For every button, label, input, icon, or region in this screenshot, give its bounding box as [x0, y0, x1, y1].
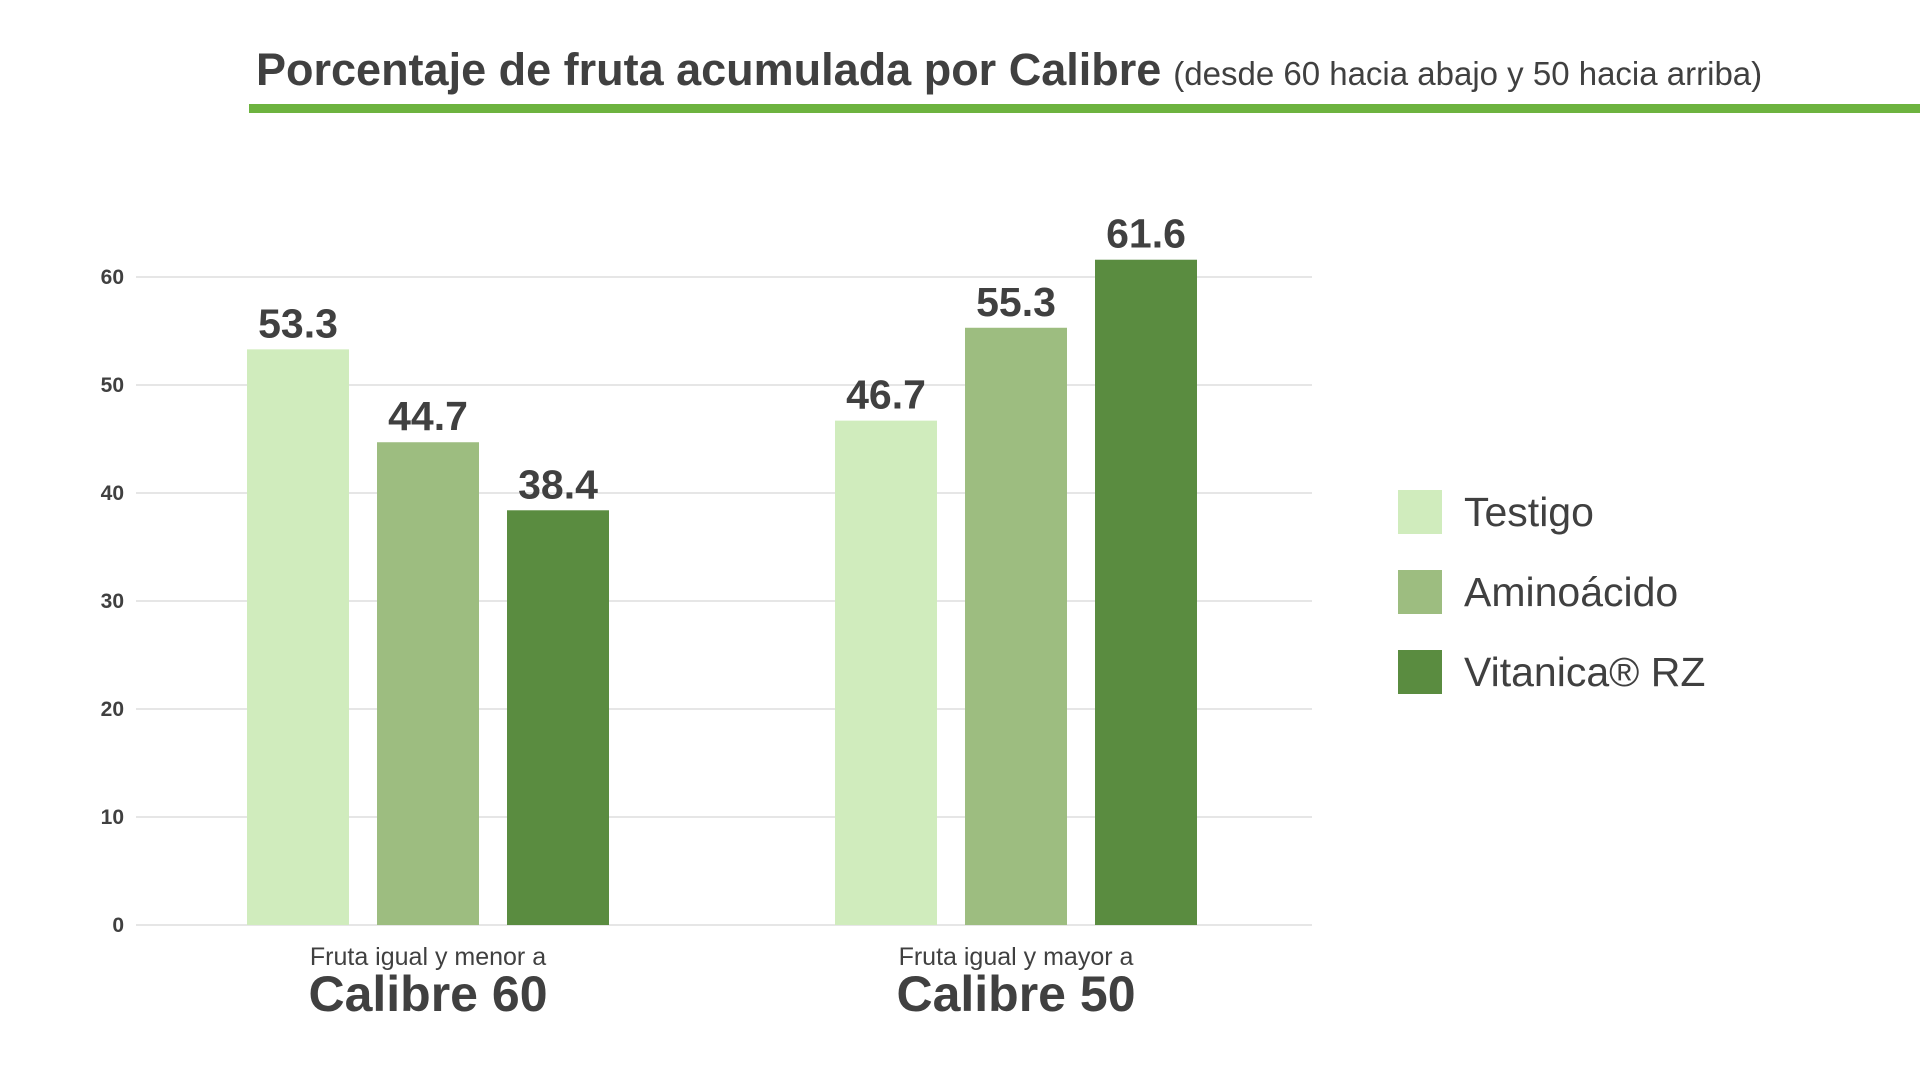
category-label-top: Fruta igual y menor a — [310, 943, 546, 971]
y-tick-label: 10 — [101, 806, 124, 829]
data-label: 38.4 — [518, 461, 598, 507]
legend-label: Aminoácido — [1464, 568, 1679, 615]
legend-label: Vitanica® RZ — [1464, 648, 1706, 695]
bar-vitanica-rz-1 — [507, 510, 609, 925]
y-axis-ticks: 0 10 20 30 40 50 60 — [101, 266, 124, 937]
legend-item: Vitanica® RZ — [1398, 632, 1705, 712]
category-label-top: Fruta igual y mayor a — [899, 943, 1134, 971]
category-label-bottom: Calibre 50 — [896, 966, 1135, 1022]
y-tick-label: 0 — [112, 914, 124, 937]
y-tick-label: 30 — [101, 590, 124, 613]
bar-testigo-2 — [835, 420, 937, 925]
chart-title-main: Porcentaje de fruta acumulada por Calibr… — [256, 44, 1162, 95]
chart-title-sub: (desde 60 hacia abajo y 50 hacia arriba) — [1173, 55, 1763, 92]
bar-amino-cido-1 — [377, 442, 479, 925]
legend-item: Testigo — [1398, 472, 1705, 552]
y-tick-label: 50 — [101, 374, 124, 397]
chart-title: Porcentaje de fruta acumulada por Calibr… — [256, 44, 1762, 96]
legend-swatch — [1398, 490, 1442, 534]
title-underline — [249, 104, 1920, 113]
legend-item: Aminoácido — [1398, 552, 1705, 632]
data-labels: 53.3 44.7 38.4 46.7 55.3 61.6 — [258, 211, 1186, 508]
y-tick-label: 60 — [101, 266, 124, 289]
y-tick-label: 20 — [101, 698, 124, 721]
bar-vitanica-rz-2 — [1095, 259, 1197, 926]
legend-label: Testigo — [1464, 488, 1594, 535]
y-tick-label: 40 — [101, 482, 124, 505]
data-label: 61.6 — [1106, 211, 1186, 257]
bar-testigo-1 — [247, 349, 349, 925]
legend: Testigo Aminoácido Vitanica® RZ — [1398, 472, 1705, 712]
bars — [247, 259, 1197, 926]
data-label: 46.7 — [846, 372, 926, 418]
data-label: 53.3 — [258, 300, 338, 346]
legend-swatch — [1398, 570, 1442, 614]
bar-amino-cido-2 — [965, 327, 1067, 925]
category-label-bottom: Calibre 60 — [308, 966, 547, 1022]
data-label: 55.3 — [976, 279, 1056, 325]
legend-swatch — [1398, 650, 1442, 694]
bar-chart: 0 10 20 30 40 50 60 53.3 44.7 38.4 46.7 55.3 61.6 F… — [101, 211, 1312, 1022]
data-label: 44.7 — [388, 393, 468, 439]
